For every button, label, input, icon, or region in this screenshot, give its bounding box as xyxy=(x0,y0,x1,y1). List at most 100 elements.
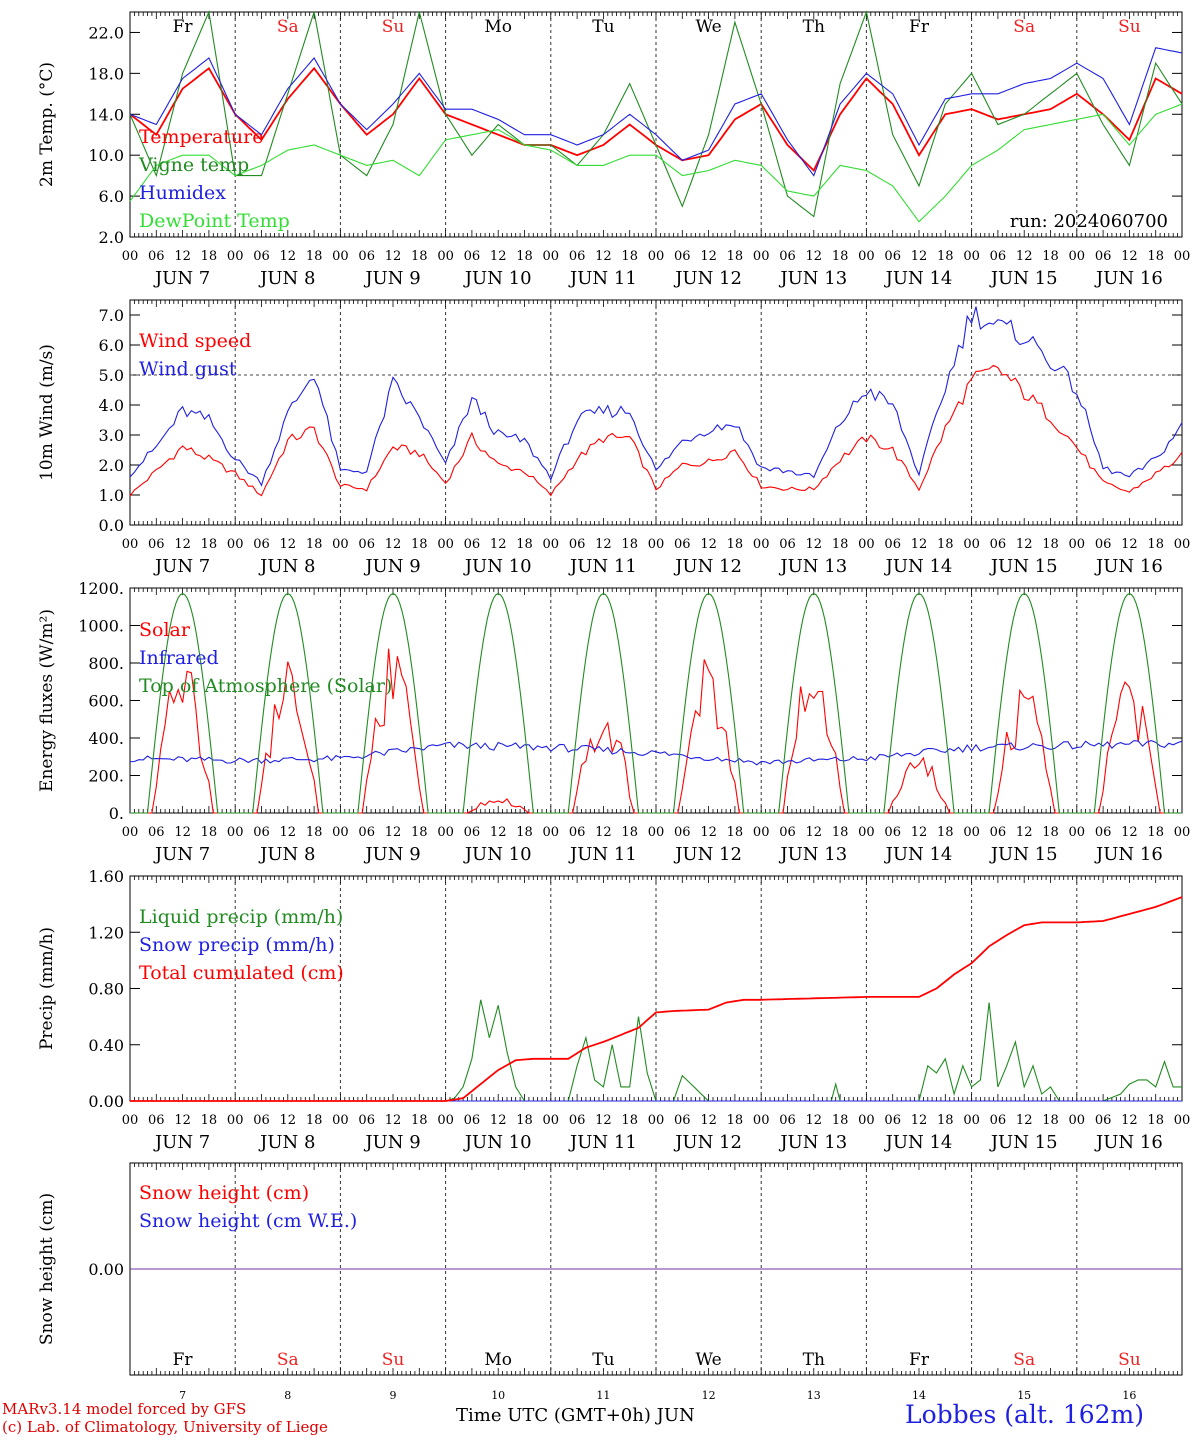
y-axis-title: Energy fluxes (W/m²) xyxy=(37,609,57,792)
date-label: JUN 15 xyxy=(989,556,1058,577)
legend-entry: DewPoint Temp xyxy=(139,210,290,232)
y-tick-label: 14.0 xyxy=(88,105,124,124)
hour-tick-label: 12 xyxy=(806,825,823,840)
hour-tick-label: 00 xyxy=(858,249,875,264)
hour-tick-label: 06 xyxy=(779,1113,796,1128)
date-label: JUN 10 xyxy=(463,844,532,865)
hour-tick-label: 12 xyxy=(806,249,823,264)
weekday-label: Tu xyxy=(592,17,614,37)
hour-tick-label: 18 xyxy=(411,537,428,552)
hour-tick-label: 00 xyxy=(437,537,454,552)
hour-tick-label: 12 xyxy=(280,537,297,552)
hour-tick-label: 06 xyxy=(990,249,1007,264)
hour-tick-label: 06 xyxy=(884,1113,901,1128)
date-label: JUN 15 xyxy=(989,1132,1058,1153)
y-tick-label: 5.0 xyxy=(99,366,124,385)
series-line-infrared xyxy=(129,740,1183,766)
hour-tick-label: 12 xyxy=(1121,825,1138,840)
date-label: JUN 10 xyxy=(463,268,532,289)
weekday-label: Sa xyxy=(277,17,299,37)
date-label: JUN 12 xyxy=(673,556,742,577)
weekday-label: Th xyxy=(803,1350,825,1370)
hour-tick-label: 00 xyxy=(332,249,349,264)
weekday-label: Su xyxy=(382,17,405,37)
hour-tick-label: 06 xyxy=(674,537,691,552)
weekday-label: Th xyxy=(803,17,825,37)
series-line-top-of-atmosphere-solar- xyxy=(130,592,1182,814)
hour-tick-label: 06 xyxy=(464,1113,481,1128)
date-label: JUN 7 xyxy=(153,1132,210,1153)
hour-tick-label: 00 xyxy=(858,537,875,552)
legend-entry: Snow precip (mm/h) xyxy=(139,934,335,956)
hour-tick-label: 12 xyxy=(385,825,402,840)
hour-ticks xyxy=(129,588,1183,813)
hour-ticks xyxy=(129,300,1183,525)
hour-tick-label: 00 xyxy=(648,249,665,264)
hour-tick-label: 18 xyxy=(937,1113,954,1128)
legend-entry: Infrared xyxy=(139,647,219,669)
legend-entry: Snow height (cm) xyxy=(139,1182,309,1204)
hour-tick-label: 12 xyxy=(385,249,402,264)
time-axis-label: Time UTC (GMT+0h) JUN xyxy=(456,1405,695,1426)
hour-tick-label: 00 xyxy=(1174,825,1191,840)
hour-tick-label: 12 xyxy=(1016,825,1033,840)
y-tick-label: 0.80 xyxy=(88,980,124,999)
hour-tick-label: 18 xyxy=(201,825,218,840)
hour-tick-label: 06 xyxy=(990,1113,1007,1128)
weekday-label: Tu xyxy=(592,1350,614,1370)
panel-temp xyxy=(129,10,1183,238)
hour-tick-label: 18 xyxy=(832,249,849,264)
hour-tick-label: 12 xyxy=(1016,249,1033,264)
hour-tick-label: 00 xyxy=(963,825,980,840)
hour-tick-label: 18 xyxy=(201,249,218,264)
hour-tick-label: 12 xyxy=(806,1113,823,1128)
hour-tick-label: 06 xyxy=(1095,537,1112,552)
hour-tick-label: 06 xyxy=(569,249,586,264)
hour-tick-label: 18 xyxy=(411,249,428,264)
y-axis-title: 2m Temp. (°C) xyxy=(37,62,57,187)
series-line-dewpoint-temp xyxy=(129,103,1183,223)
hour-tick-label: 00 xyxy=(1174,249,1191,264)
weekday-label: Su xyxy=(1118,1350,1141,1370)
hour-tick-label: 00 xyxy=(1174,1113,1191,1128)
hour-tick-label: 00 xyxy=(1069,825,1086,840)
hour-tick-label: 00 xyxy=(437,825,454,840)
hour-tick-label: 06 xyxy=(358,249,375,264)
hour-tick-label: 18 xyxy=(727,249,744,264)
hour-tick-label: 12 xyxy=(490,537,507,552)
y-tick-label: 2.0 xyxy=(99,456,124,475)
date-label: JUN 11 xyxy=(568,556,637,577)
y-tick-label: 1000. xyxy=(78,617,124,636)
hour-tick-label: 06 xyxy=(674,249,691,264)
y-tick-label: 0.40 xyxy=(88,1036,124,1055)
legend-entry: Humidex xyxy=(139,182,226,204)
date-label: JUN 13 xyxy=(778,268,847,289)
hour-tick-label: 00 xyxy=(122,249,139,264)
hour-tick-label: 06 xyxy=(990,825,1007,840)
hour-tick-label: 06 xyxy=(569,1113,586,1128)
date-label: JUN 9 xyxy=(363,556,420,577)
hour-tick-label: 12 xyxy=(490,825,507,840)
hour-tick-label: 12 xyxy=(490,249,507,264)
legend-entry: Wind gust xyxy=(139,358,237,380)
hour-tick-label: 18 xyxy=(621,825,638,840)
time-axis-month: JUN xyxy=(656,1405,695,1426)
legend-entry: Solar xyxy=(139,619,191,641)
hour-tick-label: 18 xyxy=(411,825,428,840)
legend-entry: Top of Atmosphere (Solar) xyxy=(139,675,392,697)
day-number-label: 16 xyxy=(1122,1389,1136,1402)
hour-tick-label: 00 xyxy=(648,825,665,840)
date-label: JUN 13 xyxy=(778,844,847,865)
hour-tick-label: 18 xyxy=(621,1113,638,1128)
date-label: JUN 11 xyxy=(568,1132,637,1153)
hour-tick-label: 18 xyxy=(937,825,954,840)
y-tick-label: 1200. xyxy=(78,579,124,598)
hour-tick-label: 00 xyxy=(1069,249,1086,264)
panel-snow xyxy=(129,1162,1183,1376)
hour-tick-label: 06 xyxy=(358,825,375,840)
hour-tick-label: 18 xyxy=(1147,825,1164,840)
legend-entry: Vigne temp xyxy=(138,154,249,176)
hour-tick-label: 00 xyxy=(858,825,875,840)
hour-tick-label: 18 xyxy=(727,537,744,552)
hour-tick-label: 06 xyxy=(358,1113,375,1128)
